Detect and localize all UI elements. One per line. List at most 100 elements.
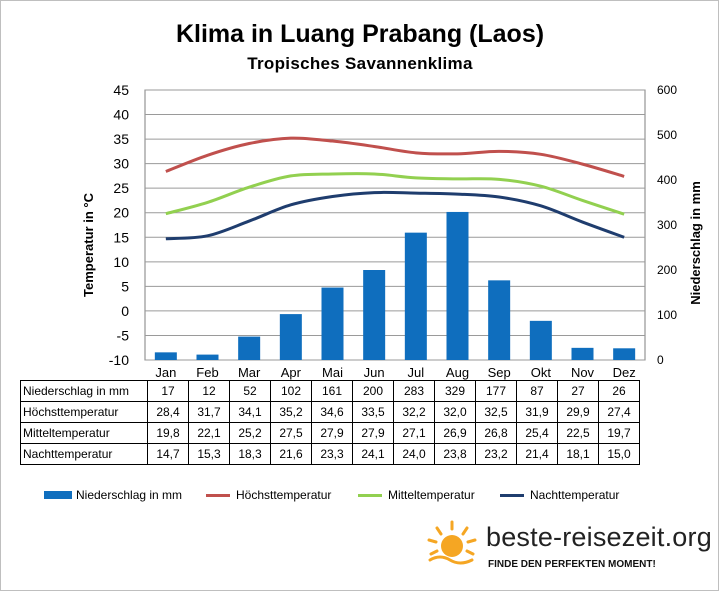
table-cell: 27,4 (598, 401, 640, 423)
precipitation-bar (154, 352, 177, 360)
climate-chart: 45 40 35 30 25 20 15 10 5 0 -5 -10 600 500 400 300 200 10… (81, 82, 703, 380)
x-tick-label: Mar (238, 365, 261, 380)
table-cell: 21,4 (516, 443, 558, 465)
x-tick-label: Feb (196, 365, 218, 380)
x-tick-label: Dez (613, 365, 636, 380)
legend-item-night-temp: Nachttemperatur (500, 486, 619, 504)
legend-label-max-temp: Höchsttemperatur (236, 488, 332, 502)
table-cell: 18,1 (557, 443, 599, 465)
y2-tick-label: 200 (657, 263, 677, 277)
table-cell: 17 (147, 380, 189, 402)
brand-name: beste-reisezeit.org (486, 522, 712, 552)
y2-tick-label: 400 (657, 173, 677, 187)
table-cell: 12 (188, 380, 230, 402)
table-cell: 161 (311, 380, 353, 402)
table-cell: 26,9 (434, 422, 476, 444)
max-temp-line (165, 136, 625, 178)
legend-label-mean-temp: Mitteltemperatur (388, 488, 475, 502)
table-cell: 22,1 (188, 422, 230, 444)
table-cell: 23,3 (311, 443, 353, 465)
legend-item-mean-temp: Mitteltemperatur (358, 486, 475, 504)
legend-swatch-night-temp (500, 493, 524, 497)
y-tick-label: 30 (113, 156, 129, 172)
legend-swatch-precipitation (44, 491, 72, 499)
table-row-label: Mitteltemperatur (20, 422, 148, 444)
table-cell: 31,7 (188, 401, 230, 423)
table-cell: 22,5 (557, 422, 599, 444)
y-tick-label: 10 (113, 254, 129, 270)
table-cell: 19,8 (147, 422, 189, 444)
y2-tick-label: 0 (657, 353, 664, 367)
x-tick-label: Jan (155, 365, 176, 380)
precipitation-bar (279, 314, 302, 360)
y-tick-label: 45 (113, 82, 129, 98)
table-row: Nachttemperatur 14,7 15,3 18,3 21,6 23,3 24,1 2… (20, 443, 640, 465)
table-cell: 23,8 (434, 443, 476, 465)
table-cell: 27,9 (352, 422, 394, 444)
legend-swatch-max-temp (206, 493, 230, 497)
y-tick-label: 25 (113, 180, 129, 196)
table-cell: 52 (229, 380, 271, 402)
table-cell: 177 (475, 380, 517, 402)
table-cell: 23,2 (475, 443, 517, 465)
table-row: Niederschlag in mm 17 12 52 102 161 200 283 329 1… (20, 380, 640, 402)
legend-label-night-temp: Nachttemperatur (530, 488, 620, 502)
brand-footer[interactable]: beste-reisezeit.org FINDE DEN PERFEKTEN … (420, 518, 720, 578)
y2-tick-label: 600 (657, 83, 677, 97)
table-cell: 33,5 (352, 401, 394, 423)
brand-tagline: FINDE DEN PERFEKTEN MOMENT! (488, 559, 656, 570)
table-cell: 28,4 (147, 401, 189, 423)
table-cell: 27,1 (393, 422, 435, 444)
x-tick-label: Sep (488, 365, 511, 380)
y-tick-label: 5 (121, 278, 129, 294)
x-tick-label: Nov (571, 365, 595, 380)
x-tick-label: Okt (531, 365, 552, 380)
table-cell: 329 (434, 380, 476, 402)
table-cell: 26,8 (475, 422, 517, 444)
table-cell: 29,9 (557, 401, 599, 423)
legend-item-precipitation: Niederschlag in mm (44, 486, 182, 504)
table-cell: 14,7 (147, 443, 189, 465)
chart-title: Klima in Luang Prabang (Laos) (175, 20, 545, 48)
y-tick-label: 0 (121, 303, 129, 319)
precipitation-bar (488, 280, 511, 360)
table-row-label: Nachttemperatur (20, 443, 148, 465)
legend-swatch-mean-temp (358, 493, 382, 497)
table-cell: 24,0 (393, 443, 435, 465)
table-cell: 25,4 (516, 422, 558, 444)
x-tick-label: Mai (322, 365, 343, 380)
table-cell: 27 (557, 380, 599, 402)
table-cell: 15,0 (598, 443, 640, 465)
table-cell: 283 (393, 380, 435, 402)
y2-axis-title: Niederschlag in mm (688, 181, 703, 305)
table-cell: 34,6 (311, 401, 353, 423)
table-cell: 102 (270, 380, 312, 402)
table-cell: 32,5 (475, 401, 517, 423)
mean-temp-line (165, 172, 625, 216)
legend-item-max-temp: Höchsttemperatur (206, 486, 331, 504)
precipitation-bar (613, 348, 636, 360)
precipitation-bar (446, 211, 469, 360)
precipitation-bar (571, 347, 594, 360)
y2-tick-label: 500 (657, 128, 677, 142)
table-cell: 26 (598, 380, 640, 402)
y-tick-label: 20 (113, 205, 129, 221)
table-cell: 87 (516, 380, 558, 402)
table-cell: 18,3 (229, 443, 271, 465)
table-cell: 32,2 (393, 401, 435, 423)
table-cell: 15,3 (188, 443, 230, 465)
night-temp-line (165, 190, 625, 241)
y-tick-label: 15 (113, 229, 129, 245)
chart-subtitle: Tropisches Savannenklima (247, 54, 473, 73)
precipitation-bar (238, 336, 261, 360)
y-tick-label: 40 (113, 107, 129, 123)
precipitation-bar (404, 232, 427, 360)
table-cell: 34,1 (229, 401, 271, 423)
y-tick-label: 35 (113, 131, 129, 147)
table-row-label: Höchsttemperatur (20, 401, 148, 423)
precipitation-bar (529, 320, 552, 360)
precipitation-bar (196, 354, 219, 360)
table-cell: 35,2 (270, 401, 312, 423)
sun-icon (427, 520, 477, 565)
